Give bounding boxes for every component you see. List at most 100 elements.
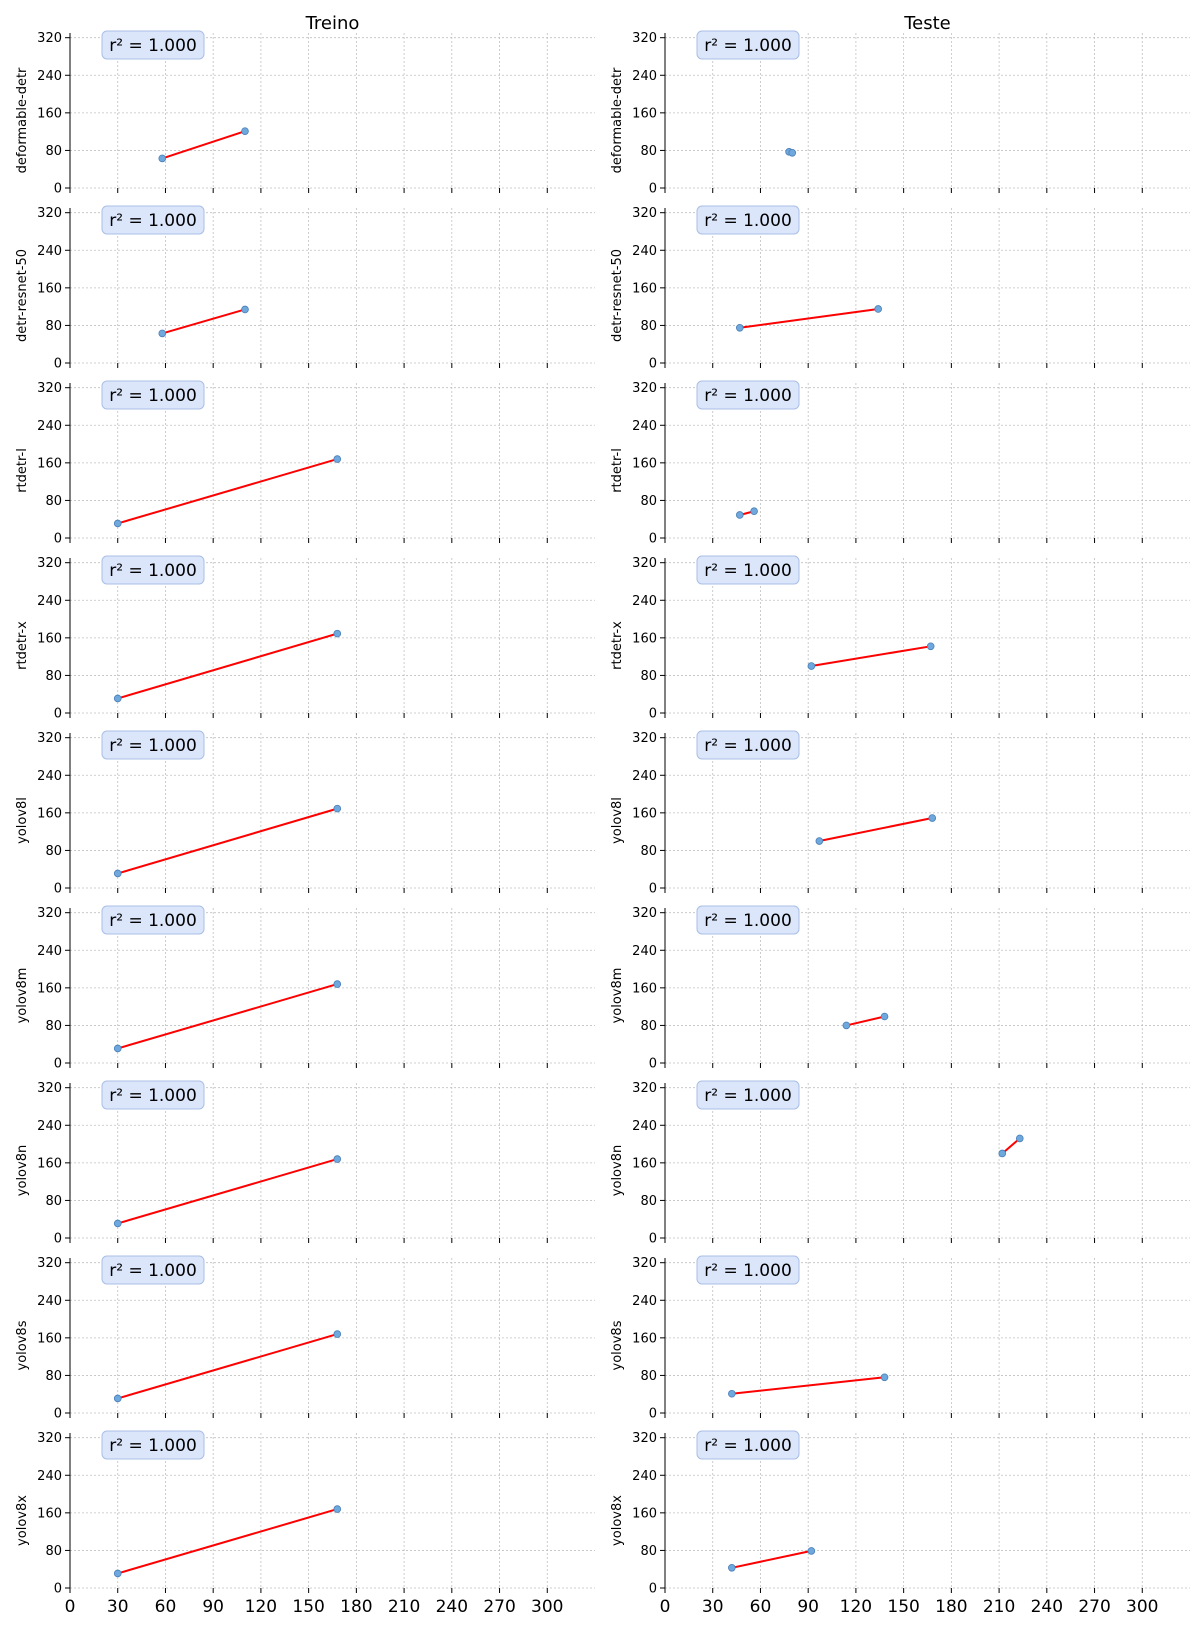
y-tick-label: 160 <box>37 806 62 821</box>
x-tick-label: 0 <box>65 1597 76 1617</box>
data-point-teste-2-0 <box>735 511 744 519</box>
y-tick-label: 320 <box>632 731 657 746</box>
data-point-teste-6-1 <box>1015 1134 1024 1143</box>
y-tick-label: 160 <box>632 106 657 121</box>
y-tick-label: 320 <box>37 1431 62 1446</box>
r2-badge-treino-1 <box>101 205 205 235</box>
x-tick-label: 240 <box>1031 1597 1063 1617</box>
data-point-treino-6-1 <box>333 1155 342 1163</box>
r2-annotation-treino-8: r² = 1.000 <box>109 1436 197 1456</box>
data-point-teste-3-1 <box>926 642 935 651</box>
y-axis-label-teste-5: yolov8m <box>610 968 625 1024</box>
y-tick-label: 160 <box>632 456 657 471</box>
y-tick-label: 80 <box>45 144 62 159</box>
data-point-treino-3-1 <box>333 629 342 638</box>
x-tick-label: 90 <box>797 1597 819 1617</box>
y-tick-label: 320 <box>37 1256 62 1271</box>
y-tick-label: 80 <box>45 1019 62 1034</box>
y-tick-label: 0 <box>649 1407 657 1422</box>
y-tick-label: 0 <box>649 1057 657 1072</box>
series-line-teste-4 <box>819 817 933 843</box>
r2-badge-treino-0 <box>101 30 205 60</box>
y-tick-label: 240 <box>632 944 657 959</box>
y-tick-label: 0 <box>54 182 62 197</box>
y-tick-label: 160 <box>37 1156 62 1171</box>
data-point-treino-4-0 <box>113 869 122 878</box>
y-tick-label: 320 <box>37 381 62 396</box>
r2-annotation-teste-0: r² = 1.000 <box>704 36 792 56</box>
y-tick-label: 320 <box>632 206 657 221</box>
y-tick-label: 80 <box>45 844 62 859</box>
y-tick-label: 0 <box>649 357 657 372</box>
x-tick-label: 60 <box>155 1597 177 1617</box>
data-point-treino-0-0 <box>158 154 167 163</box>
y-tick-label: 80 <box>45 1194 62 1209</box>
data-point-teste-7-0 <box>728 1389 736 1398</box>
r2-badge-treino-2 <box>101 380 205 410</box>
y-tick-label: 80 <box>640 1369 657 1384</box>
data-point-teste-4-1 <box>928 814 937 822</box>
r2-badge-treino-6 <box>101 1080 205 1110</box>
r2-badge-treino-5 <box>101 905 205 935</box>
y-tick-label: 160 <box>37 456 62 471</box>
x-tick-label: 300 <box>1126 1597 1158 1617</box>
y-tick-label: 80 <box>640 1019 657 1034</box>
r2-annotation-treino-4: r² = 1.000 <box>109 736 197 756</box>
y-tick-label: 160 <box>37 631 62 646</box>
y-tick-label: 320 <box>632 1256 657 1271</box>
y-tick-label: 160 <box>37 106 62 121</box>
x-tick-label: 270 <box>1078 1597 1110 1617</box>
x-tick-label: 30 <box>107 1597 129 1617</box>
series-line-treino-2 <box>117 458 338 525</box>
r2-badge-teste-2 <box>696 380 800 410</box>
x-tick-label: 90 <box>202 1597 224 1617</box>
data-point-teste-5-1 <box>880 1012 889 1021</box>
series-line-treino-1 <box>161 308 246 335</box>
data-point-treino-0-1 <box>241 127 249 135</box>
r2-badge-teste-1 <box>696 205 800 235</box>
x-tick-label: 0 <box>660 1597 671 1617</box>
y-tick-label: 320 <box>632 556 657 571</box>
series-line-treino-3 <box>117 632 338 700</box>
y-tick-label: 240 <box>37 69 62 84</box>
y-axis-label-treino-2: rtdetr-l <box>15 448 30 493</box>
y-tick-label: 80 <box>640 1194 657 1209</box>
x-tick-label: 150 <box>292 1597 324 1617</box>
r2-annotation-teste-6: r² = 1.000 <box>704 1086 792 1106</box>
r2-badge-teste-7 <box>696 1255 800 1285</box>
r2-badge-teste-3 <box>696 555 800 585</box>
y-axis-label-teste-3: rtdetr-x <box>610 621 625 670</box>
y-tick-label: 0 <box>54 1232 62 1247</box>
r2-annotation-teste-8: r² = 1.000 <box>704 1436 792 1456</box>
data-point-teste-8-1 <box>807 1547 816 1555</box>
y-tick-label: 160 <box>632 1506 657 1521</box>
y-tick-label: 80 <box>45 319 62 334</box>
y-tick-label: 240 <box>37 419 62 434</box>
data-point-teste-1-0 <box>735 323 744 332</box>
y-axis-label-teste-8: yolov8x <box>610 1495 625 1546</box>
data-point-teste-6-0 <box>998 1149 1007 1158</box>
x-tick-label: 210 <box>388 1597 420 1617</box>
r2-badge-teste-4 <box>696 730 800 760</box>
y-tick-label: 0 <box>649 707 657 722</box>
y-tick-label: 240 <box>632 419 657 434</box>
series-line-teste-1 <box>739 307 879 329</box>
x-tick-label: 120 <box>245 1597 277 1617</box>
data-point-treino-2-1 <box>333 455 342 463</box>
series-line-teste-5 <box>846 1015 885 1027</box>
series-line-teste-3 <box>811 645 931 668</box>
series-line-teste-8 <box>731 1549 812 1569</box>
r2-annotation-treino-0: r² = 1.000 <box>109 36 197 56</box>
r2-badge-teste-6 <box>696 1080 800 1110</box>
y-tick-label: 320 <box>37 1081 62 1096</box>
y-tick-label: 0 <box>649 1582 657 1597</box>
y-tick-label: 80 <box>45 1369 62 1384</box>
r2-badge-teste-0 <box>696 30 800 60</box>
y-tick-label: 0 <box>649 532 657 547</box>
y-axis-label-teste-7: yolov8s <box>610 1320 625 1370</box>
x-tick-label: 150 <box>887 1597 919 1617</box>
y-tick-label: 320 <box>632 1081 657 1096</box>
series-line-treino-0 <box>161 130 246 160</box>
y-axis-label-teste-0: deformable-detr <box>610 67 625 173</box>
